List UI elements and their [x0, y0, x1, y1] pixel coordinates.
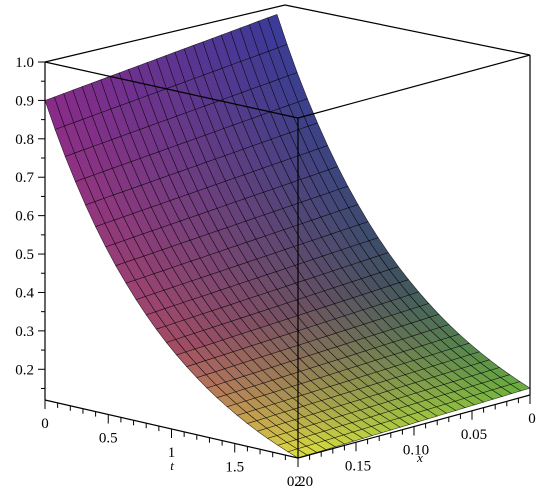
x-tick-label: 0 — [528, 411, 536, 427]
t-axis-label: t — [170, 458, 174, 473]
t-axis: 0 0.5 1 1.5 2 t — [41, 400, 302, 490]
z-tick-label: 0.4 — [15, 285, 34, 301]
x-tick-label: 0.05 — [461, 427, 487, 443]
t-tick-label: 1 — [168, 445, 176, 461]
t-tick-label: 0.5 — [99, 431, 118, 447]
t-tick-label: 2 — [294, 474, 302, 490]
t-tick-label: 0 — [41, 416, 49, 432]
z-tick-label: 1.0 — [15, 55, 34, 71]
x-axis-label: x — [416, 450, 423, 465]
z-tick-label: 0.3 — [15, 324, 34, 340]
x-axis: 0.20 0.15 0.10 0.05 0 x — [287, 395, 536, 490]
z-axis: 1.0 0.9 0.8 0.7 0.6 0.5 0.4 0.3 0.2 — [15, 55, 45, 389]
z-tick-label: 0.7 — [15, 170, 34, 186]
x-tick-label: 0.20 — [287, 474, 313, 490]
x-tick-label: 0.15 — [345, 458, 371, 474]
z-tick-label: 0.8 — [15, 132, 34, 148]
surface — [44, 14, 531, 459]
z-tick-label: 0.9 — [15, 93, 34, 109]
z-tick-label: 0.5 — [15, 247, 34, 263]
z-tick-label: 0.6 — [15, 209, 34, 225]
back-box — [44, 4, 531, 400]
t-tick-label: 1.5 — [225, 460, 244, 476]
x-tick-label: 0.10 — [403, 443, 429, 459]
z-tick-label: 0.2 — [15, 362, 34, 378]
